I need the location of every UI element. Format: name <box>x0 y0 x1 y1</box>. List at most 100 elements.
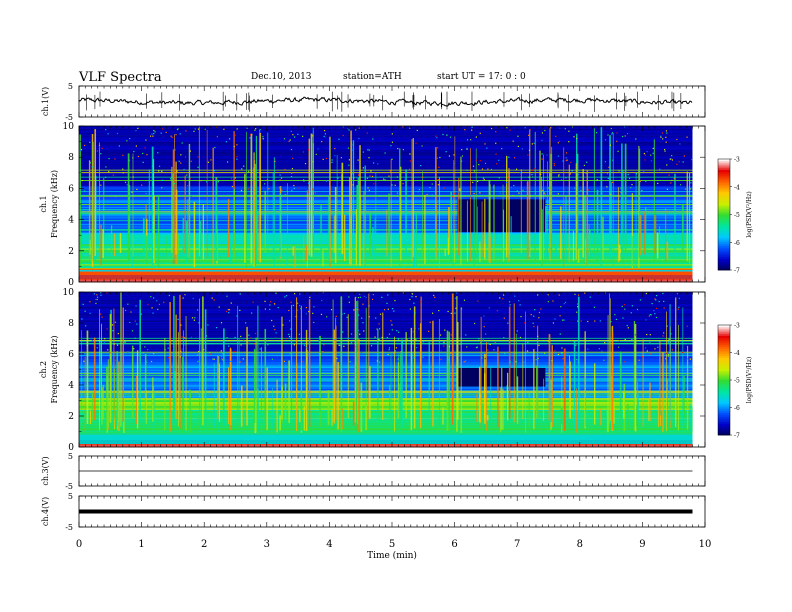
ch1-spectrogram-speckle <box>527 154 529 156</box>
ch1-spectrogram-speckle <box>604 139 607 141</box>
ch1-spectrogram-speckle <box>372 138 374 140</box>
ch1-spectrogram-speckle <box>351 144 353 146</box>
ch1-spectrogram-speckle <box>534 167 536 170</box>
ch1-spectrogram-speckle <box>466 148 468 150</box>
ch1-spectrogram-speckle <box>317 148 319 150</box>
ch2-spectrogram-speckle <box>669 344 671 346</box>
ch2-spectrogram-colorbar-cell <box>718 411 730 414</box>
ch2-spectrogram-speckle <box>516 330 518 332</box>
ch2-spectrogram-speckle <box>334 338 336 341</box>
ch2-spectrogram-band <box>79 419 693 422</box>
ch2-spectrogram-speckle <box>483 325 485 328</box>
ch1-spectrogram-speckle <box>377 163 379 165</box>
ch1-spectrogram-speckle <box>445 151 447 153</box>
ch1-spectrogram-speckle <box>251 134 253 136</box>
ch1-spectrogram-colorbar-cell <box>718 247 730 251</box>
ch1-spectrogram-speckle <box>176 128 179 131</box>
x-tick-label: 0 <box>76 539 82 550</box>
ch1-spectrogram-band <box>79 148 693 150</box>
ch2-spectrogram-speckle <box>96 296 99 298</box>
ch1-spectrogram-speckle <box>302 151 305 153</box>
ch2-spectrogram-band <box>79 328 693 330</box>
ch2-spectrogram-colorbar-cell <box>718 325 730 328</box>
ch1-spectrogram-colorbar-cell <box>718 170 730 173</box>
ch2-spectrogram-speckle <box>630 312 632 314</box>
ch2-spectrogram-speckle <box>509 361 511 363</box>
ch1-spectrogram-colorbar-cell <box>718 197 730 201</box>
x-tick-label: 8 <box>577 539 583 550</box>
ch2-spectrogram-speckle <box>482 339 485 341</box>
ch1-spectrogram-speckle <box>353 177 355 179</box>
ch2-spectrogram-speckle <box>144 346 146 348</box>
ch2-spectrogram-speckle <box>678 306 680 308</box>
ch1-spectrogram-speckle <box>548 187 550 189</box>
ch2-spectrogram-speckle <box>677 308 679 310</box>
ch1-spectrogram-speckle <box>362 151 364 153</box>
ch1-spectrogram-speckle <box>108 157 110 160</box>
ch1-spectrogram-speckle <box>475 136 477 138</box>
ch2-spectrogram-speckle <box>271 319 273 322</box>
ch1-spectrogram-speckle <box>479 192 481 194</box>
ch2-spectrogram-speckle <box>288 320 291 322</box>
ch2-spectrogram-speckle <box>134 320 136 322</box>
ch1-spectrogram-speckle <box>152 135 154 137</box>
ch2-spectrogram-speckle <box>465 334 467 336</box>
ch1-spectrogram-speckle <box>616 140 618 142</box>
station-label: station=ATH <box>343 72 402 82</box>
ch2-spectrogram-speckle <box>106 328 108 330</box>
ch2-spectrogram-speckle <box>454 312 456 314</box>
ch2-spectrogram-speckle <box>478 338 480 340</box>
start-time-label: start UT = 17: 0 : 0 <box>437 72 526 82</box>
ch2-spectrogram-speckle <box>420 301 422 303</box>
ch2-spectrogram-speckle <box>111 324 114 326</box>
ch2-spectrogram-speckle <box>547 340 549 342</box>
ch1-spectrogram-speckle <box>662 138 664 140</box>
ch1-spectrogram-speckle <box>507 177 509 179</box>
ch1-spectrogram-colorbar-tick-label: -6 <box>734 240 740 247</box>
ch2-spectrogram-speckle <box>641 356 643 358</box>
ch2-spectrogram-speckle <box>341 313 343 315</box>
ch1-spectrogram-speckle <box>197 166 199 168</box>
ch2-spectrogram-speckle <box>226 337 228 339</box>
ch1-spectrogram-speckle <box>355 129 357 131</box>
ch2-spectrogram-speckle <box>288 333 290 336</box>
ch2-spectrogram-speckle <box>476 346 478 348</box>
ch1-spectrogram-speckle <box>314 192 316 194</box>
ch1-spectrogram-speckle <box>643 171 645 173</box>
ch1-spectrogram-speckle <box>396 192 399 194</box>
ch1-spectrogram-speckle <box>162 128 164 130</box>
ch1-spectrogram-speckle <box>236 155 238 158</box>
ch2-spectrogram-speckle <box>561 347 563 349</box>
ch1-spectrogram-speckle <box>660 135 662 137</box>
ch1-spectrogram-speckle <box>212 177 214 179</box>
ch2-spectrogram-speckle <box>686 325 688 327</box>
ch2-spectrogram-speckle <box>197 309 199 311</box>
ch1-spectrogram-band <box>79 129 693 132</box>
ch2-spectrogram-ylabel: Frequency (kHz) <box>50 335 59 403</box>
ch2-spectrogram-speckle <box>140 313 142 315</box>
ch2-spectrogram-speckle <box>184 293 186 296</box>
ch2-spectrogram-band <box>79 399 693 401</box>
ch1-spectrogram-ytick-label: 0 <box>68 278 74 288</box>
ch2-spectrogram-speckle <box>293 344 296 346</box>
ch2-spectrogram-ytick-label: 0 <box>68 443 74 453</box>
ch1-spectrogram-speckle <box>607 134 609 136</box>
ch2-spectrogram-speckle <box>181 348 183 350</box>
ch1-spectrogram-colorbar-cell <box>718 179 730 182</box>
ch1-spectrogram-band <box>79 202 693 205</box>
ch2-spectrogram-ytick-label: 2 <box>68 412 74 422</box>
ch2-spectrogram-band <box>79 372 693 374</box>
ch1-spectrogram-speckle <box>610 194 612 196</box>
ch3-waveform-ytick-label: 5 <box>68 452 73 461</box>
ch2-spectrogram-speckle <box>653 310 655 312</box>
ch2-spectrogram-band <box>79 312 693 315</box>
ch2-spectrogram-speckle <box>120 354 123 356</box>
ch2-spectrogram-speckle <box>387 294 389 296</box>
ch2-spectrogram-speckle <box>601 350 603 352</box>
ch1-spectrogram-speckle <box>161 170 163 172</box>
ch1-spectrogram-band <box>79 236 693 239</box>
ch1-spectrogram-speckle <box>659 168 661 170</box>
ch1-spectrogram-speckle <box>157 152 159 154</box>
ch1-spectrogram-speckle <box>576 138 578 140</box>
ch2-spectrogram-speckle <box>330 308 333 311</box>
